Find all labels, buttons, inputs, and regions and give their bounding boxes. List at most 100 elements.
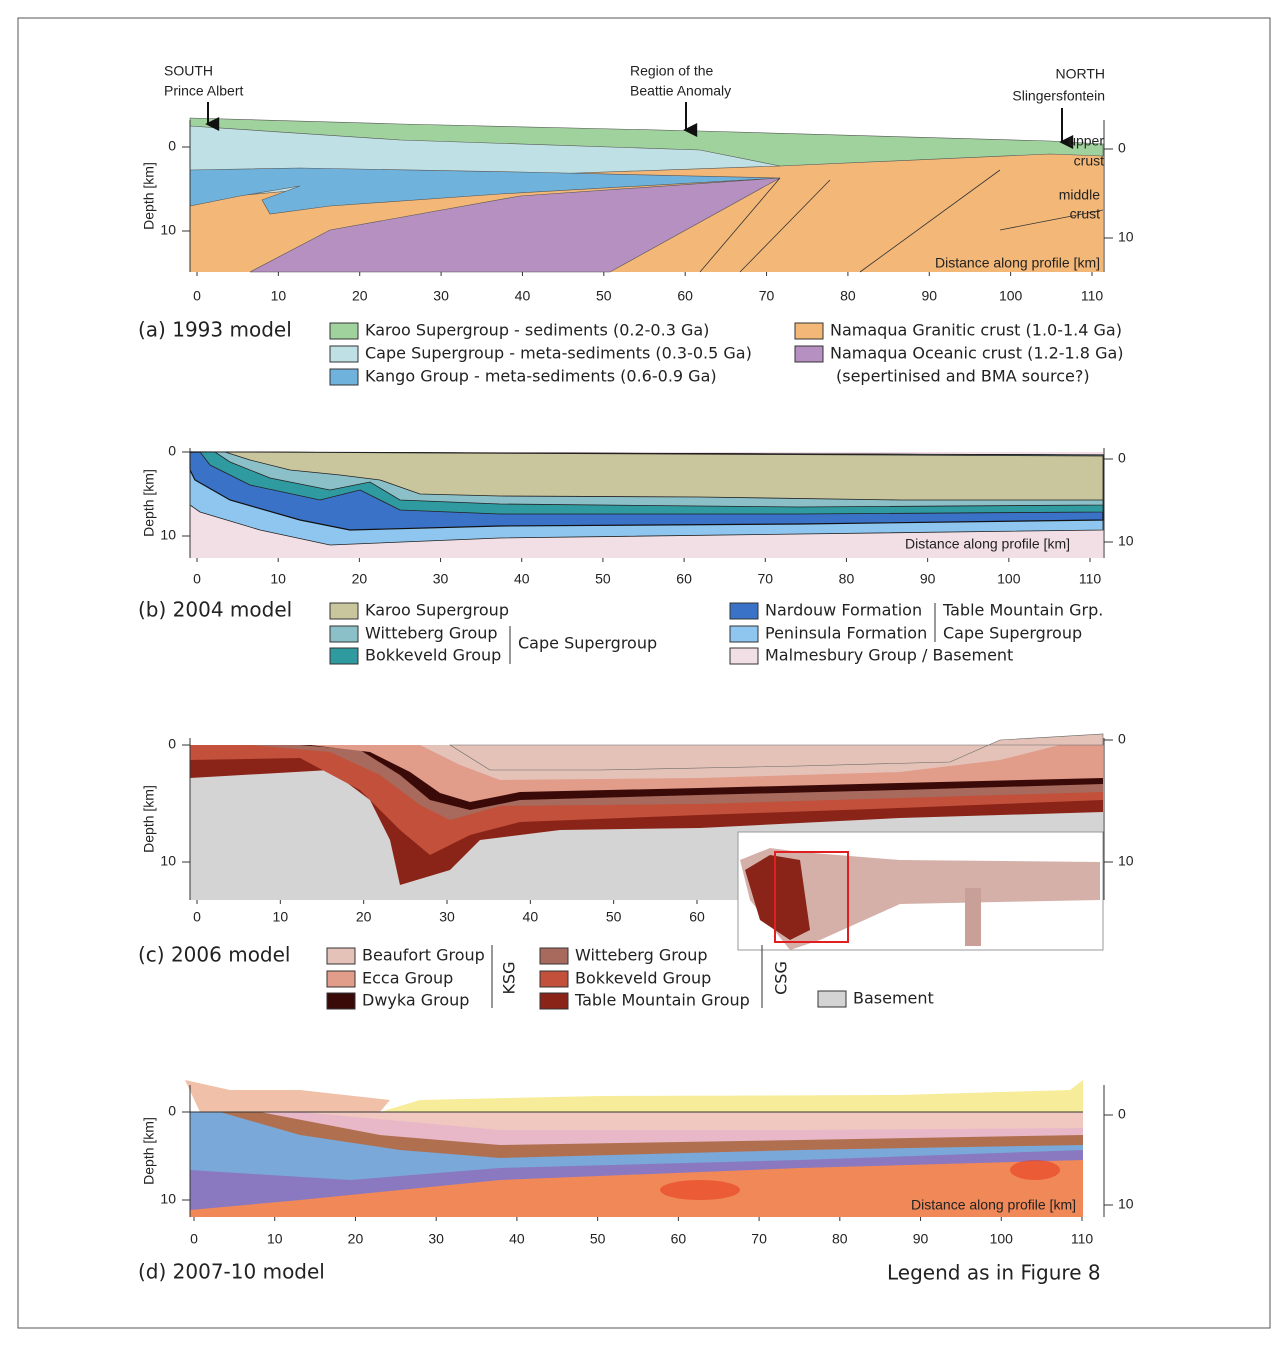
legend-swatch bbox=[730, 648, 758, 664]
y-tick-label: 10 bbox=[160, 527, 176, 543]
legend-label: Namaqua Granitic crust (1.0-1.4 Ga) bbox=[830, 321, 1122, 340]
x-tick-label: 60 bbox=[676, 571, 692, 587]
legend-label: Peninsula Formation bbox=[765, 624, 927, 643]
legend-label: Karoo Supergroup bbox=[365, 601, 509, 620]
x-tick-label: 30 bbox=[439, 909, 455, 925]
x-tick-label: 20 bbox=[352, 571, 368, 587]
legend-label: Beaufort Group bbox=[362, 946, 485, 965]
legend-swatch bbox=[730, 603, 758, 619]
y2-tick-label: 0 bbox=[1118, 731, 1126, 747]
legend-label: Ecca Group bbox=[362, 969, 453, 988]
y2-tick-label: 0 bbox=[1118, 450, 1126, 466]
x-tick-label: 50 bbox=[590, 1231, 606, 1247]
legend-label: Table Mountain Group bbox=[574, 991, 750, 1010]
y-tick-label: 0 bbox=[168, 443, 176, 459]
annotation: crust bbox=[1070, 206, 1100, 222]
x-tick-label: 70 bbox=[757, 571, 773, 587]
legend-label: Cape Supergroup - meta-sediments (0.3-0.… bbox=[365, 344, 752, 363]
legend-swatch bbox=[330, 346, 358, 362]
x-tick-label: 100 bbox=[997, 571, 1021, 587]
annotation: crust bbox=[1074, 153, 1104, 169]
section-d: Distance along profile [km] Legend as in… bbox=[185, 1080, 1101, 1285]
annotation: Prince Albert bbox=[164, 83, 243, 99]
y-tick-label: 0 bbox=[168, 1103, 176, 1119]
x-tick-label: 80 bbox=[840, 288, 856, 304]
x-tick-label: 40 bbox=[515, 288, 531, 304]
x-tick-label: 0 bbox=[193, 571, 201, 587]
y2-tick-label: 10 bbox=[1118, 1196, 1134, 1212]
y-axis-title: Depth [km] bbox=[141, 469, 157, 537]
x-tick-label: 90 bbox=[921, 288, 937, 304]
x-tick-label: 10 bbox=[271, 288, 287, 304]
annotation: Slingersfontein bbox=[1012, 88, 1105, 104]
legend-swatch bbox=[540, 971, 568, 987]
x-tick-label: 40 bbox=[514, 571, 530, 587]
legend-swatch bbox=[327, 948, 355, 964]
x-tick-label: 80 bbox=[839, 571, 855, 587]
group-label: Cape Supergroup bbox=[943, 624, 1082, 643]
y2-tick-label: 10 bbox=[1118, 229, 1134, 245]
group-label: Cape Supergroup bbox=[518, 634, 657, 653]
panel-label: (b) 2004 model bbox=[138, 598, 292, 622]
axis-title: Distance along profile [km] bbox=[905, 536, 1070, 552]
legend-swatch bbox=[818, 991, 846, 1007]
panel-label: (c) 2006 model bbox=[138, 943, 291, 967]
legend-swatch bbox=[327, 971, 355, 987]
y2-tick-label: 10 bbox=[1118, 853, 1134, 869]
panel-label: (a) 1993 model bbox=[138, 318, 292, 342]
legend-swatch bbox=[330, 603, 358, 619]
x-tick-label: 0 bbox=[190, 1231, 198, 1247]
x-tick-label: 100 bbox=[999, 288, 1023, 304]
x-tick-label: 10 bbox=[267, 1231, 283, 1247]
panel-label: (d) 2007-10 model bbox=[138, 1260, 325, 1284]
y-tick-label: 0 bbox=[168, 138, 176, 154]
legend-label: Nardouw Formation bbox=[765, 601, 922, 620]
annotation: SOUTH bbox=[164, 63, 213, 79]
annotation: middle bbox=[1059, 187, 1100, 203]
x-tick-label: 20 bbox=[352, 288, 368, 304]
legend-swatch bbox=[540, 948, 568, 964]
x-tick-label: 60 bbox=[689, 909, 705, 925]
legend-label: Namaqua Oceanic crust (1.2-1.8 Ga) bbox=[830, 344, 1124, 363]
x-tick-label: 0 bbox=[193, 909, 201, 925]
figure: SOUTH Prince Albert Region of the Beatti… bbox=[0, 0, 1288, 1344]
x-tick-label: 30 bbox=[428, 1231, 444, 1247]
x-tick-label: 0 bbox=[193, 288, 201, 304]
legend-swatch bbox=[795, 346, 823, 362]
y-tick-label: 0 bbox=[168, 736, 176, 752]
x-tick-label: 100 bbox=[990, 1231, 1014, 1247]
legend-swatch bbox=[795, 323, 823, 339]
x-tick-label: 110 bbox=[1071, 1231, 1094, 1247]
legend-label: Bokkeveld Group bbox=[365, 646, 501, 665]
x-tick-label: 60 bbox=[677, 288, 693, 304]
legend-label: Karoo Supergroup - sediments (0.2-0.3 Ga… bbox=[365, 321, 709, 340]
y-tick-label: 10 bbox=[160, 853, 176, 869]
y2-tick-label: 0 bbox=[1118, 140, 1126, 156]
group-label: KSG bbox=[500, 961, 519, 994]
x-tick-label: 10 bbox=[270, 571, 286, 587]
legend-swatch bbox=[540, 993, 568, 1009]
legend-swatch bbox=[330, 323, 358, 339]
x-tick-label: 20 bbox=[348, 1231, 364, 1247]
x-tick-label: 110 bbox=[1081, 288, 1104, 304]
annotation: NORTH bbox=[1055, 66, 1105, 82]
section-a: SOUTH Prince Albert Region of the Beatti… bbox=[164, 63, 1105, 272]
x-tick-label: 20 bbox=[356, 909, 372, 925]
legend-label: Bokkeveld Group bbox=[575, 969, 711, 988]
legend-note: (sepertinised and BMA source?) bbox=[836, 367, 1090, 386]
x-tick-label: 110 bbox=[1079, 571, 1102, 587]
annotation: upper bbox=[1068, 133, 1104, 149]
x-tick-label: 40 bbox=[523, 909, 539, 925]
group-label: Table Mountain Grp. bbox=[942, 601, 1103, 620]
x-tick-label: 30 bbox=[433, 571, 449, 587]
y-tick-label: 10 bbox=[160, 222, 176, 238]
legend-label: Malmesbury Group / Basement bbox=[765, 646, 1013, 665]
x-tick-label: 60 bbox=[671, 1231, 687, 1247]
legend-swatch bbox=[330, 648, 358, 664]
legend-swatch bbox=[330, 626, 358, 642]
x-tick-label: 90 bbox=[913, 1231, 929, 1247]
x-tick-label: 70 bbox=[751, 1231, 767, 1247]
y-axis-title: Depth [km] bbox=[141, 162, 157, 230]
legend-swatch bbox=[327, 993, 355, 1009]
legend-swatch bbox=[730, 626, 758, 642]
